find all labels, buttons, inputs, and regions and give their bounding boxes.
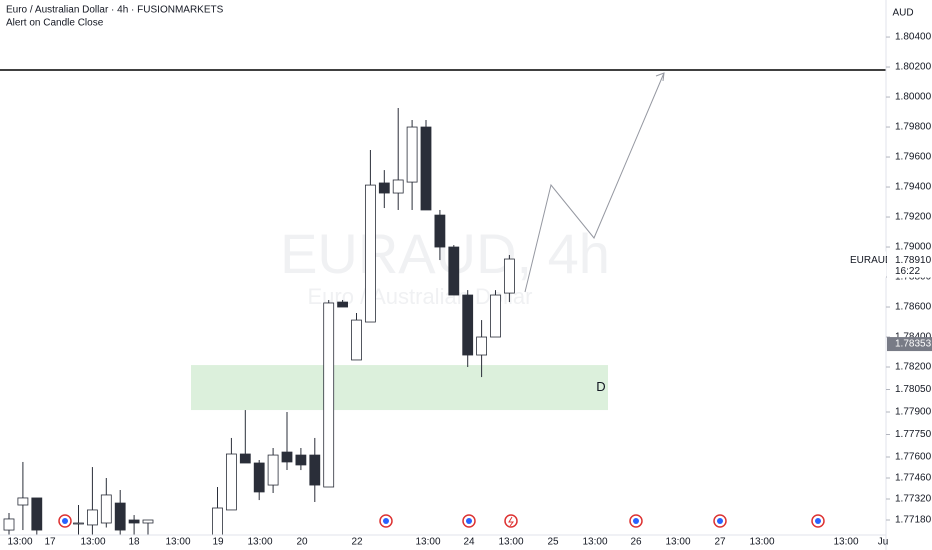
y-tick-label: 1.79200 — [895, 212, 932, 223]
event-icon-dot — [815, 518, 821, 524]
candle-body — [225, 453, 237, 511]
candle-body — [295, 454, 307, 466]
x-tick-label: 24 — [463, 537, 475, 548]
y-tick-label: 1.80200 — [895, 62, 932, 73]
y-tick-label: 1.77460 — [895, 473, 932, 484]
x-tick-label: 13:00 — [749, 537, 774, 548]
candle-body — [31, 497, 43, 531]
y-tick-label: 1.79000 — [895, 242, 932, 253]
candle-body — [142, 519, 154, 524]
x-tick-label: 13:00 — [665, 537, 690, 548]
x-tick-label: 13:00 — [415, 537, 440, 548]
x-tick-label: 18 — [128, 537, 140, 548]
candle-body — [87, 509, 98, 526]
event-icon-dot — [62, 518, 68, 524]
event-icon-bolt — [508, 516, 514, 527]
candle-body — [378, 182, 390, 194]
event-icon-dot — [383, 518, 389, 524]
candle-body — [3, 518, 15, 531]
x-tick-label: 22 — [351, 537, 363, 548]
event-icon-dot — [633, 518, 639, 524]
event-icons — [58, 514, 825, 528]
event-icon-dot — [466, 518, 472, 524]
y-tick-label: 1.80000 — [895, 92, 932, 103]
symbol-tag — [846, 251, 886, 278]
symbol-price: 1.78910 — [895, 255, 932, 266]
candle-body — [420, 126, 432, 211]
x-tick-label: 13:00 — [165, 537, 190, 548]
y-tick-label: 1.77180 — [895, 515, 932, 526]
candle-body — [73, 522, 84, 525]
y-tick-label: 1.78050 — [895, 384, 932, 395]
candle-body — [212, 507, 223, 536]
x-tick-label: 19 — [212, 537, 224, 548]
x-tick-label: 13:00 — [498, 537, 523, 548]
candle-body — [309, 454, 321, 486]
candle-body — [476, 336, 488, 356]
x-tick-label: 25 — [547, 537, 559, 548]
y-tick-label: 1.80400 — [895, 32, 932, 43]
x-tick-label: 13:00 — [80, 537, 105, 548]
candle-body — [100, 494, 112, 524]
chart-subtitle: Alert on Candle Close — [6, 18, 104, 29]
candle-body — [462, 294, 474, 356]
candle-body — [351, 319, 362, 361]
candle-body — [392, 179, 404, 194]
candle-body — [114, 502, 126, 531]
y-tick-label: 1.78600 — [895, 302, 932, 313]
candle-body — [17, 497, 29, 506]
candle-body — [128, 519, 140, 524]
symbol-price-tag — [887, 251, 932, 278]
candle-body — [281, 451, 293, 463]
projection-path — [524, 72, 665, 293]
y-tick-label: 1.77600 — [895, 452, 932, 463]
candle-body — [364, 184, 376, 323]
x-tick-label: 13:00 — [7, 537, 32, 548]
y-tick-label: 1.77320 — [895, 494, 932, 505]
candle-body — [323, 302, 335, 488]
demand-zone — [191, 365, 608, 411]
x-tick-label: 13:00 — [247, 537, 272, 548]
y-tick-label: 1.78200 — [895, 362, 932, 373]
y-tick-label: 1.77900 — [895, 407, 932, 418]
candle-body — [406, 126, 418, 183]
last-price-tag — [887, 337, 932, 352]
candle-body — [267, 454, 279, 486]
y-tick-label: 1.79600 — [895, 152, 932, 163]
candle-body — [448, 246, 460, 296]
x-tick-label: 26 — [630, 537, 642, 548]
symbol-label: EURAUD — [850, 255, 892, 266]
candle-body — [337, 301, 349, 308]
x-tick-label: 27 — [714, 537, 726, 548]
x-tick-label: 20 — [296, 537, 308, 548]
currency-label: AUD — [892, 8, 913, 19]
countdown: 16:22 — [895, 266, 920, 277]
last-price: 1.78353 — [895, 339, 932, 350]
chart-title: Euro / Australian Dollar · 4h · FUSIONMA… — [6, 5, 224, 16]
arrow-head — [655, 72, 665, 82]
y-tick-label: 1.79400 — [895, 182, 932, 193]
candle-body — [434, 214, 446, 248]
x-tick-label: 13:00 — [582, 537, 607, 548]
candle-body — [253, 462, 265, 493]
plot-layer: D — [0, 69, 886, 536]
candle-body — [239, 453, 251, 464]
candle-body — [490, 294, 501, 338]
event-icon[interactable] — [504, 514, 518, 528]
candle-body — [503, 258, 515, 294]
x-tick-label: 17 — [44, 537, 56, 548]
x-tick-label: Ju — [878, 537, 889, 548]
zone-label: D — [596, 379, 605, 394]
x-tick-label: 13:00 — [833, 537, 858, 548]
y-tick-label: 1.79800 — [895, 122, 932, 133]
y-tick-label: 1.77750 — [895, 429, 932, 440]
event-icon-dot — [717, 518, 723, 524]
